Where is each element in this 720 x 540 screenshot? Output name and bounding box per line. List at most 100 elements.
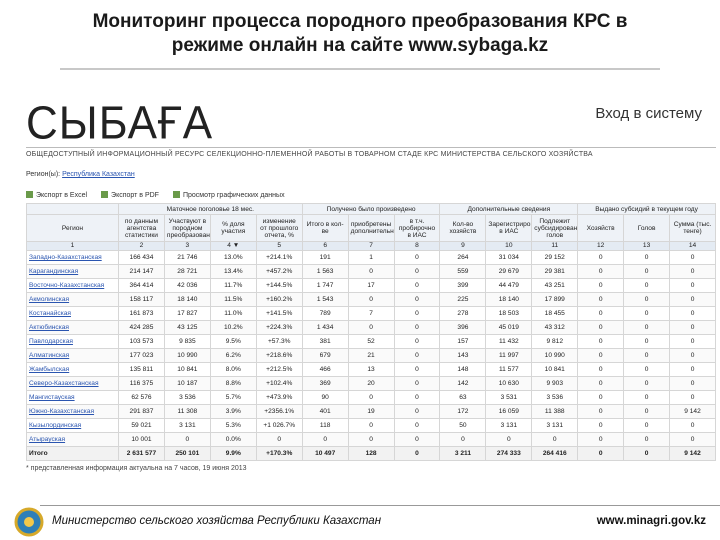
data-cell: 18 455 — [531, 306, 579, 321]
data-cell: 0 — [669, 306, 716, 321]
region-value[interactable]: Республика Казахстан — [62, 171, 135, 178]
data-cell: 0 — [393, 334, 441, 349]
data-cell: 142 — [439, 376, 487, 391]
region-cell[interactable]: Кызылординская — [26, 418, 119, 433]
data-cell: 0 — [669, 250, 716, 265]
data-cell: 10.2% — [209, 320, 257, 335]
data-cell: 3 536 — [163, 390, 211, 405]
data-cell: 44 479 — [485, 278, 533, 293]
table-row: Западно-Казахстанская 166 434 21 746 13.0% +… — [26, 250, 716, 265]
data-cell: 0 — [623, 418, 671, 433]
data-cell: 0 — [623, 362, 671, 377]
data-cell: 0 — [393, 432, 441, 447]
data-cell: 11 577 — [485, 362, 533, 377]
data-cell: 0 — [669, 320, 716, 335]
header-row: Регион по данным агентства статистики Учас… — [26, 214, 716, 242]
data-cell: +2356.1% — [255, 404, 303, 419]
data-cell: 43 251 — [531, 278, 579, 293]
data-cell: 3 131 — [485, 418, 533, 433]
region-cell[interactable]: Западно-Казахстанская — [26, 250, 119, 265]
data-cell: 10 187 — [163, 376, 211, 391]
table-row: Южно-Казахстанская 291 837 11 308 3.9% +2356… — [26, 404, 716, 419]
data-cell: 116 375 — [118, 376, 165, 391]
data-cell: 8.8% — [209, 376, 257, 391]
region-cell[interactable]: Актюбинская — [26, 320, 119, 335]
column-number: 4 ▼ — [209, 241, 257, 251]
data-cell: 0 — [623, 334, 671, 349]
data-cell: 3.9% — [209, 404, 257, 419]
data-cell: 0 — [577, 334, 625, 349]
data-cell: 0 — [347, 390, 395, 405]
table-row: Акмолинская 158 117 18 140 11.5% +160.2% 1 54… — [26, 292, 716, 307]
data-cell: 0 — [301, 432, 349, 447]
region-cell[interactable]: Павлодарская — [26, 334, 119, 349]
data-cell: 679 — [301, 348, 349, 363]
table-row: Жамбылская 135 811 10 841 8.0% +212.5% 466 13 0… — [26, 362, 716, 377]
region-cell[interactable]: Жамбылская — [26, 362, 119, 377]
region-cell[interactable]: Акмолинская — [26, 292, 119, 307]
data-cell: 789 — [301, 306, 349, 321]
data-cell: 401 — [301, 404, 349, 419]
data-cell: +141.5% — [255, 306, 303, 321]
data-cell: 0 — [669, 390, 716, 405]
data-cell: 0 — [577, 404, 625, 419]
region-filter: Регион(ы): Республика Казахстан — [26, 171, 135, 178]
region-cell[interactable]: Северо-Казахстанская — [26, 376, 119, 391]
export-excel[interactable]: Экспорт в Excel — [26, 191, 87, 199]
data-cell: 264 416 — [531, 446, 579, 461]
data-cell: 45 019 — [485, 320, 533, 335]
table-row: Восточно-Казахстанская 364 414 42 036 11.7%… — [26, 278, 716, 293]
region-cell[interactable]: Восточно-Казахстанская — [26, 278, 119, 293]
header-cell: Итого в кол-ве — [301, 214, 349, 242]
data-cell: +214.1% — [255, 250, 303, 265]
data-cell: 0 — [393, 390, 441, 405]
data-cell: 0 — [347, 418, 395, 433]
data-cell: 118 — [301, 418, 349, 433]
data-cell: 29 381 — [531, 264, 579, 279]
group-cell: Получено было произведено — [301, 203, 441, 215]
data-cell: 0 — [623, 404, 671, 419]
data-cell: 0 — [623, 390, 671, 405]
data-cell: 10 841 — [163, 362, 211, 377]
data-cell: +57.3% — [255, 334, 303, 349]
data-cell: 19 — [347, 404, 395, 419]
region-cell[interactable]: Алматинская — [26, 348, 119, 363]
data-cell: 18 140 — [163, 292, 211, 307]
data-cell: 158 117 — [118, 292, 165, 307]
data-cell: 172 — [439, 404, 487, 419]
login-link[interactable]: Вход в систему — [595, 105, 702, 122]
data-cell: 1 543 — [301, 292, 349, 307]
table-row: Кызылординская 59 021 3 131 5.3% +1 026.7% 11… — [26, 418, 716, 433]
column-number: 11 — [531, 241, 579, 251]
region-cell[interactable]: Южно-Казахстанская — [26, 404, 119, 419]
data-cell: 10 497 — [301, 446, 349, 461]
data-cell: 8.0% — [209, 362, 257, 377]
data-cell: 13.4% — [209, 264, 257, 279]
region-cell[interactable]: Мангистауская — [26, 390, 119, 405]
data-cell: 369 — [301, 376, 349, 391]
data-cell: 0 — [623, 320, 671, 335]
data-cell: 0 — [163, 432, 211, 447]
table-row: Алматинская 177 023 10 990 6.2% +218.6% 679 21… — [26, 348, 716, 363]
data-cell: 0 — [393, 418, 441, 433]
data-cell: 59 021 — [118, 418, 165, 433]
header-cell: Участвуют в породном преобразовании — [163, 214, 211, 242]
export-pdf[interactable]: Экспорт в PDF — [101, 191, 159, 199]
ministry-url[interactable]: www.minagri.gov.kz — [596, 515, 706, 527]
data-cell: 396 — [439, 320, 487, 335]
region-cell[interactable]: Костанайская — [26, 306, 119, 321]
data-cell: 0 — [669, 432, 716, 447]
region-cell[interactable]: Атырауская — [26, 432, 119, 447]
region-cell[interactable]: Карагандинская — [26, 264, 119, 279]
table-row: Актюбинская 424 285 43 125 10.2% +224.3% 1 43… — [26, 320, 716, 335]
group-cell: Маточное поголовье 18 мес. — [118, 203, 303, 215]
emblem — [14, 507, 44, 537]
data-cell: 11.5% — [209, 292, 257, 307]
data-cell: 291 837 — [118, 404, 165, 419]
data-cell: 9.9% — [209, 446, 257, 461]
data-cell: 1 — [347, 250, 395, 265]
view-graphs[interactable]: Просмотр графических данных — [173, 191, 285, 199]
site-logo[interactable]: СЫБАҒА — [26, 97, 214, 150]
column-number: 6 — [301, 241, 349, 251]
